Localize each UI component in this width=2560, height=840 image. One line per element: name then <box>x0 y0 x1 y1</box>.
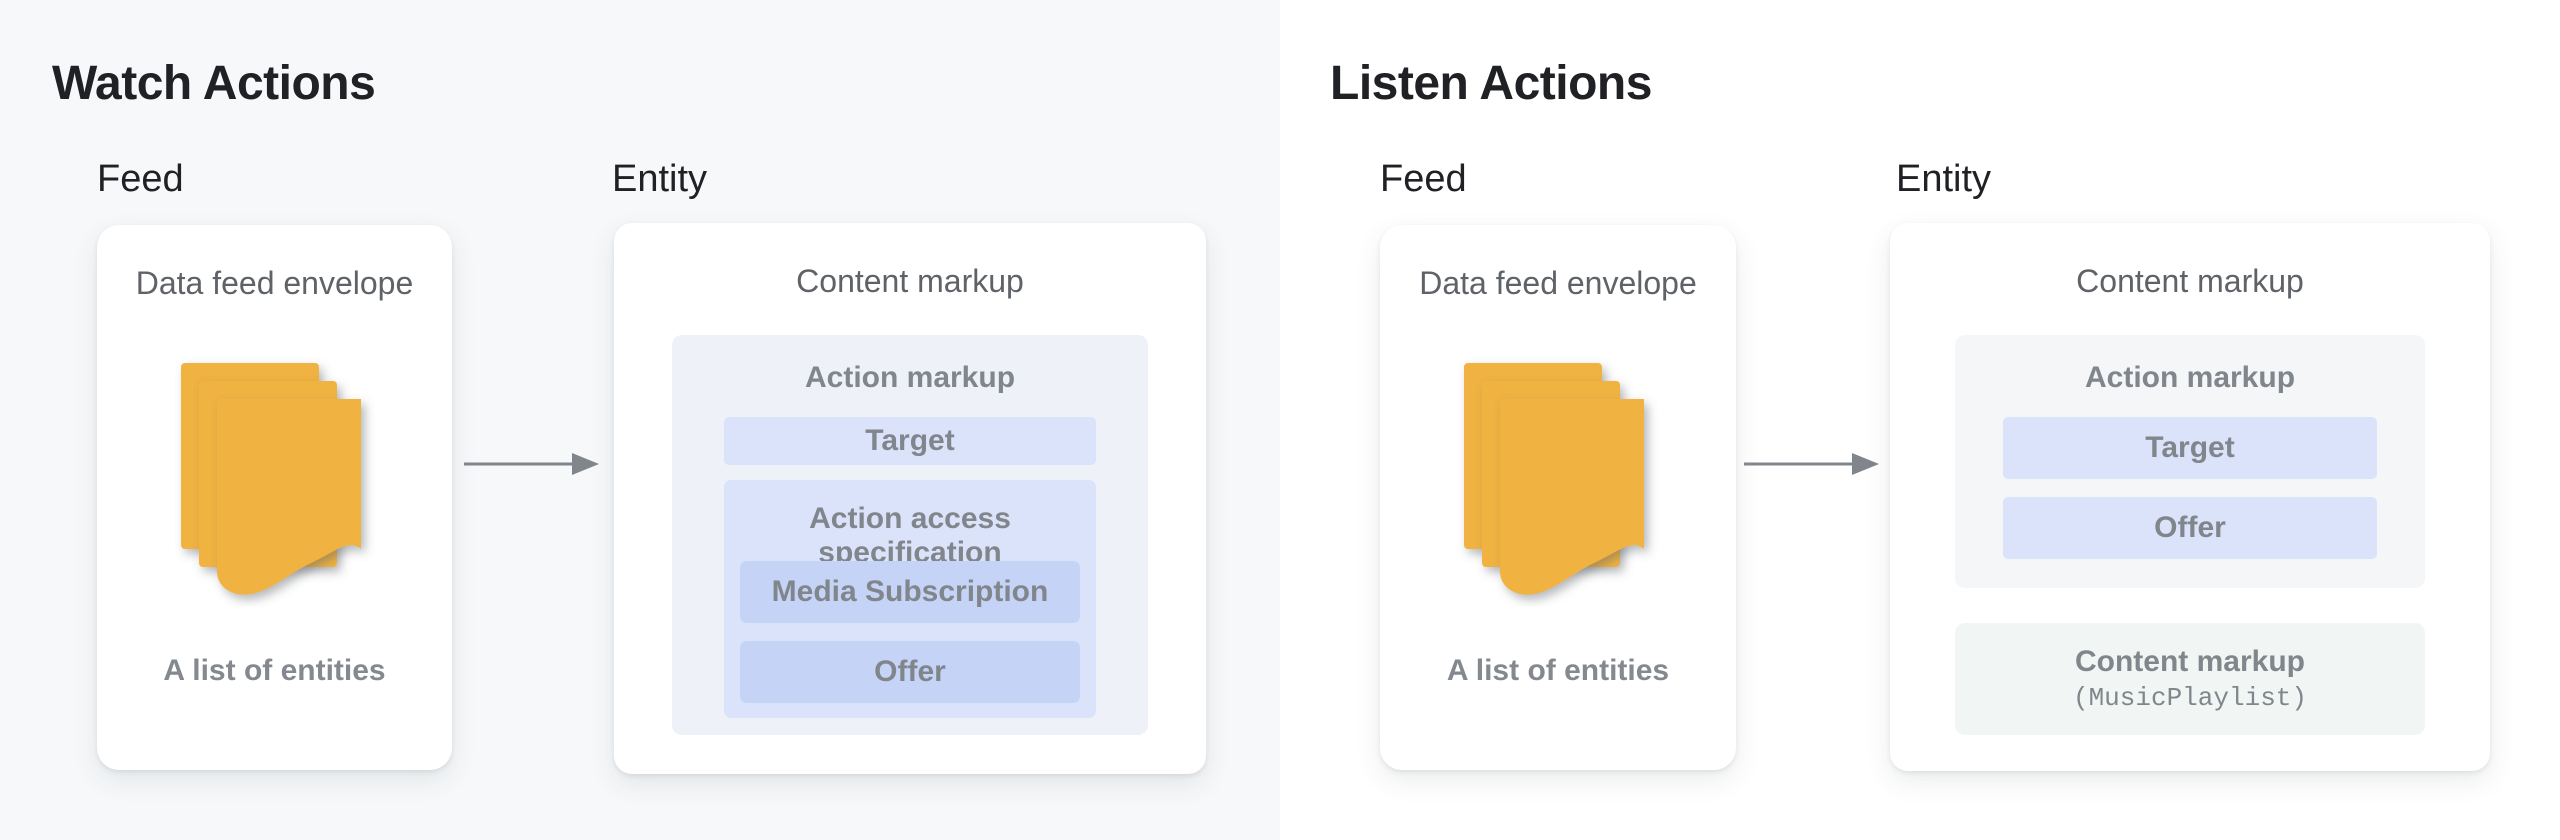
feed-card-title: Data feed envelope <box>135 265 414 301</box>
feed-card-title: Data feed envelope <box>1419 265 1697 301</box>
content-markup-panel: Content markup (MusicPlaylist) <box>1955 623 2425 735</box>
stacked-pages-icon <box>1464 363 1644 595</box>
listen-actions-title: Listen Actions <box>1330 57 1652 110</box>
action-markup-panel: Action markup Target Offer <box>1955 335 2425 588</box>
target-box: Target <box>724 417 1096 465</box>
watch-entity-label: Entity <box>612 158 708 200</box>
listen-entity-card: Content markup Action markup Target Offe… <box>1890 223 2490 771</box>
listen-feed-label: Feed <box>1380 158 1467 200</box>
watch-entity-card: Content markup Action markup Target Acti… <box>614 223 1206 774</box>
listen-feed-card: Data feed envelope A list of entities <box>1380 225 1736 770</box>
action-access-specification-label: Action access specification <box>809 502 1011 569</box>
listen-entity-label: Entity <box>1896 158 1992 200</box>
offer-box: Offer <box>2003 497 2377 559</box>
music-playlist-type-label: (MusicPlaylist) <box>2072 683 2308 713</box>
entity-card-title: Content markup <box>2076 263 2304 299</box>
watch-actions-title: Watch Actions <box>52 57 376 110</box>
stacked-pages-icon <box>180 363 361 595</box>
arrow-right-icon <box>1744 453 1879 475</box>
action-access-specification-box: Action access specification Media Subscr… <box>724 480 1096 718</box>
watch-feed-label: Feed <box>97 158 184 200</box>
media-subscription-box: Media Subscription <box>740 561 1080 623</box>
feed-card-caption: A list of entities <box>163 654 386 687</box>
action-markup-panel: Action markup Target Action access speci… <box>672 335 1148 735</box>
offer-box: Offer <box>740 641 1080 703</box>
action-markup-label: Action markup <box>804 361 1016 394</box>
feed-card-caption: A list of entities <box>1446 654 1670 687</box>
entity-card-title: Content markup <box>796 263 1024 299</box>
action-markup-label: Action markup <box>2084 361 2296 394</box>
target-box: Target <box>2003 417 2377 479</box>
content-markup-panel-label: Content markup <box>2074 645 2305 678</box>
arrow-right-icon <box>464 453 599 475</box>
watch-feed-card: Data feed envelope A list of entities <box>97 225 452 770</box>
